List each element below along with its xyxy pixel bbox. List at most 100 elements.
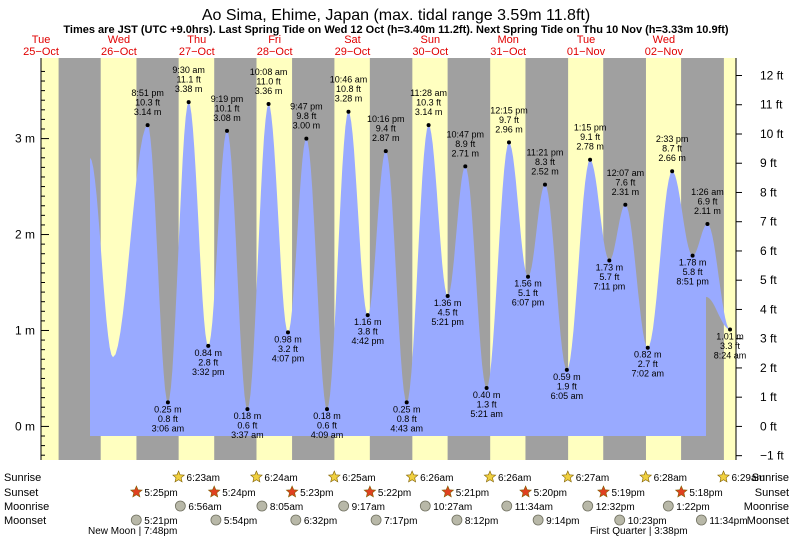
moonrise-icon [419,500,431,512]
moonset-time: 7:17pm [384,516,417,527]
moonrise-time: 8:05am [270,502,303,513]
tide-label: 7.6 ft [615,177,636,187]
sunrise-time: 6:25am [342,473,375,484]
tide-label: 8.3 ft [535,157,556,167]
tide-label: 2.52 m [531,167,559,177]
tide-label: 7:11 pm [593,281,625,291]
sunrise-icon [483,470,497,483]
tide-label: 1.36 m [434,298,462,308]
chart-title: Ao Sima, Ehime, Japan (max. tidal range … [202,7,590,24]
tide-label: 2.96 m [495,124,523,134]
tide-label: 3.38 m [175,84,203,94]
tide-label: 3.28 m [335,94,363,104]
tide-point [245,407,250,412]
tide-label: 2.7 ft [638,359,659,369]
tide-label: 9:30 am [172,65,205,75]
tide-point [690,253,695,258]
left-tick-label: 0 m [15,419,35,433]
tide-point [484,386,489,391]
day-label-date: 30−Oct [412,46,448,58]
day-label-dow: Wed [108,34,130,46]
moonset-icon [290,514,302,526]
right-tick-label: 4 ft [760,302,777,316]
moonset-time: 10:23pm [628,516,667,527]
tide-label: 10.8 ft [336,84,362,94]
tide-label: 2.11 m [694,206,721,216]
day-label-date: 31−Oct [490,46,526,58]
tide-label: 3:37 am [231,430,264,440]
chart-subtitle: Times are JST (UTC +9.0hrs). Last Spring… [63,24,729,36]
tide-label: 0.6 ft [317,421,338,431]
tide-label: 2.87 m [372,133,400,143]
tide-point [145,123,150,128]
day-label-date: 27−Oct [179,46,215,58]
sunset-icon [441,485,455,498]
tide-label: 6:05 am [551,391,584,401]
moonrise-icon [501,500,513,512]
day-label-dow: Wed [653,34,675,46]
day-label-dow: Tue [577,34,596,46]
tide-label: 1.56 m [514,279,542,289]
tide-point [623,202,628,207]
tide-label: 5.7 ft [599,272,620,282]
tide-point [186,100,191,105]
tide-label: 7:02 am [631,369,664,379]
sunset-time: 5:23pm [300,488,333,499]
tide-label: 0.40 m [473,390,501,400]
sunset-icon [363,485,377,498]
right-tick-label: 7 ft [760,215,777,229]
day-label-dow: Sun [421,34,441,46]
tide-point [285,330,290,335]
day-labels: Tue25−OctWed26−OctThu27−OctFri28−OctSat2… [23,34,683,58]
tide-point [564,367,569,372]
day-label-date: 29−Oct [335,46,371,58]
right-tick-label: 6 ft [760,244,777,258]
sunset-icon [207,485,221,498]
tide-label: 12:15 pm [490,105,528,115]
sunset-icon [285,485,299,498]
tide-label: 1:15 pm [574,123,607,133]
day-label-dow: Fri [268,34,281,46]
tide-label: 5.8 ft [683,267,704,277]
sunrise-time: 6:28am [654,473,687,484]
tide-point [346,109,351,114]
moon-phase-new: New Moon | 7:48pm [88,526,177,537]
right-tick-label: 11 ft [760,98,783,112]
tide-point [705,221,710,226]
tide-point [165,400,170,405]
sunrise-time: 6:23am [187,473,220,484]
tide-point [404,400,409,405]
moonset-icon [695,514,707,526]
tide-label: 9.1 ft [580,132,601,142]
tide-label: 9:47 pm [290,102,323,112]
tide-label: 10.3 ft [416,98,442,108]
right-tick-label: 1 ft [760,390,777,404]
tide-label: 1.3 ft [477,400,498,410]
tide-label: 3.08 m [213,113,241,123]
tide-label: 10:08 am [250,67,288,77]
row-label-right: Sunrise [752,472,789,484]
row-label-right: Sunset [755,487,789,499]
moonset-icon [210,514,222,526]
tide-label: 0.18 m [313,411,341,421]
moonset-icon [370,514,382,526]
sunrise-icon [639,470,653,483]
tide-label: 0.82 m [634,350,662,360]
row-label-right: Moonset [747,515,789,527]
tide-label: 2.31 m [612,187,640,197]
moonrise-time: 11:34am [515,502,553,513]
tide-label: 4:43 am [390,423,423,433]
tide-label: 0.25 m [154,404,182,414]
tide-label: 0.6 ft [237,421,258,431]
moonset-icon [614,514,626,526]
moonset-icon [130,514,142,526]
tide-label: 10.1 ft [214,103,240,113]
sunset-icon [129,485,143,498]
sunset-time: 5:20pm [534,488,567,499]
tide-label: 0.59 m [553,372,581,382]
tide-point [645,345,650,350]
tide-label: 3.8 ft [358,327,379,337]
right-tick-label: −1 ft [760,449,784,463]
left-tick-label: 2 m [15,228,35,242]
